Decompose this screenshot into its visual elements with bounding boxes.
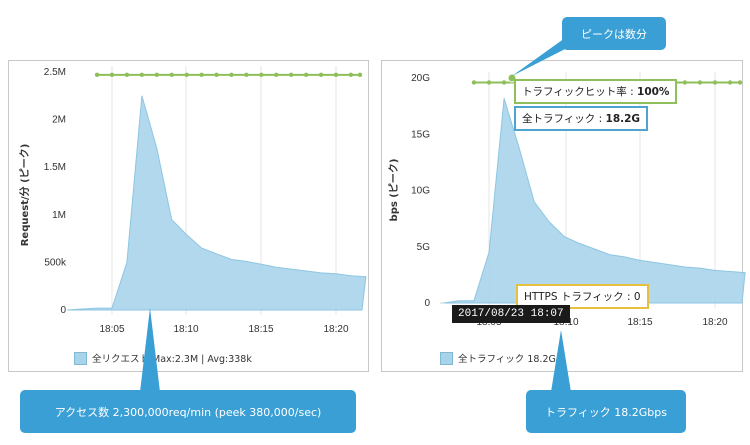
x-tick-label: 18:10 [173,324,198,335]
traffic-callout: トラフィック 18.2Gbps [526,390,686,433]
hit-rate-point [94,72,100,78]
https-traffic-tooltip: HTTPS トラフィック : 0 [516,284,649,309]
peak-callout: ピークは数分 [562,17,666,50]
hit-rate-tooltip: トラフィックヒット率 : 100% [514,79,678,104]
x-tick-label: 18:15 [627,317,652,328]
y-tick-label: 0 [60,305,66,316]
https-traffic-label: HTTPS トラフィック : 0 [524,291,641,303]
peak-callout-pointer [512,38,575,76]
hit-rate-point [486,80,492,85]
total-traffic-label: 全トラフィック : [522,113,606,125]
total-traffic-value: 18.2G [605,113,641,125]
y-tick-label: 1.5M [44,162,66,173]
right-legend-label: 全トラフィック 18.2G [458,354,556,365]
hit-rate-point [124,72,130,78]
hit-rate-point [184,72,189,78]
hit-rate-point [229,72,234,78]
hit-rate-point [712,80,718,85]
hit-rate-point [289,72,294,78]
hit-rate-point [737,80,743,85]
legend-swatch [74,351,87,365]
hit-rate-point [471,80,477,85]
hit-rate-point [199,72,204,78]
date-tooltip: 2017/08/23 18:07 [452,305,570,323]
hit-rate-point [214,72,219,78]
y-tick-label: 500k [44,257,67,268]
hit-rate-point [259,72,264,78]
y-tick-label: 15G [411,129,430,140]
area-series [67,95,367,311]
hit-rate-value: 100% [637,86,670,98]
traffic-callout-pointer [551,330,571,392]
y-axis-label: Request/分 (ピーク) [18,144,31,247]
hit-rate-point [501,80,507,85]
left-legend-label: 全リクエスト Max:2.3M | Avg:338k [92,354,252,365]
x-tick-label: 18:15 [248,324,273,335]
left-legend[interactable]: 全リクエスト Max:2.3M | Avg:338k [74,351,252,365]
hit-rate-point [727,80,733,85]
hit-rate-point [109,72,115,78]
hit-rate-point [154,72,159,78]
right-legend[interactable]: 全トラフィック 18.2G [440,351,556,365]
hit-rate-label: トラフィックヒット率 : [522,86,638,98]
hit-rate-point [348,72,354,78]
hit-rate-point [244,72,249,78]
y-tick-label: 5G [417,242,431,253]
access-callout-pointer [140,308,160,392]
legend-swatch [440,351,453,365]
access-callout: アクセス数 2,300,000req/min (peek 380,000/sec… [20,390,356,433]
y-tick-label: 10G [411,186,430,197]
x-tick-label: 18:20 [323,324,348,335]
x-tick-label: 18:05 [99,324,124,335]
y-tick-label: 2.5M [44,67,66,78]
y-tick-label: 20G [411,73,430,84]
total-traffic-tooltip: 全トラフィック : 18.2G [514,106,649,131]
y-tick-label: 2M [52,115,66,126]
hit-rate-point [318,72,324,78]
hit-rate-point [303,72,309,78]
left-chart-panel [8,60,369,372]
y-axis-label: bps (ピーク) [388,159,400,222]
hit-rate-point [697,80,703,85]
hit-rate-point [333,72,339,78]
hit-rate-point [169,72,174,78]
x-tick-label: 18:20 [702,317,727,328]
y-tick-label: 1M [52,210,66,221]
y-tick-label: 0 [424,298,430,309]
hit-rate-point [274,72,279,78]
hit-rate-point [139,72,145,78]
area-series [443,98,746,304]
hit-rate-point [682,80,688,85]
hit-rate-point [357,72,363,78]
